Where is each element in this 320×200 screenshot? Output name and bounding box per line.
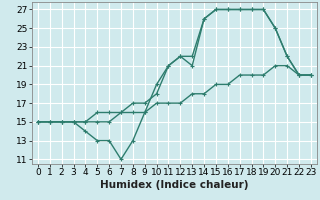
X-axis label: Humidex (Indice chaleur): Humidex (Indice chaleur) [100, 180, 249, 190]
